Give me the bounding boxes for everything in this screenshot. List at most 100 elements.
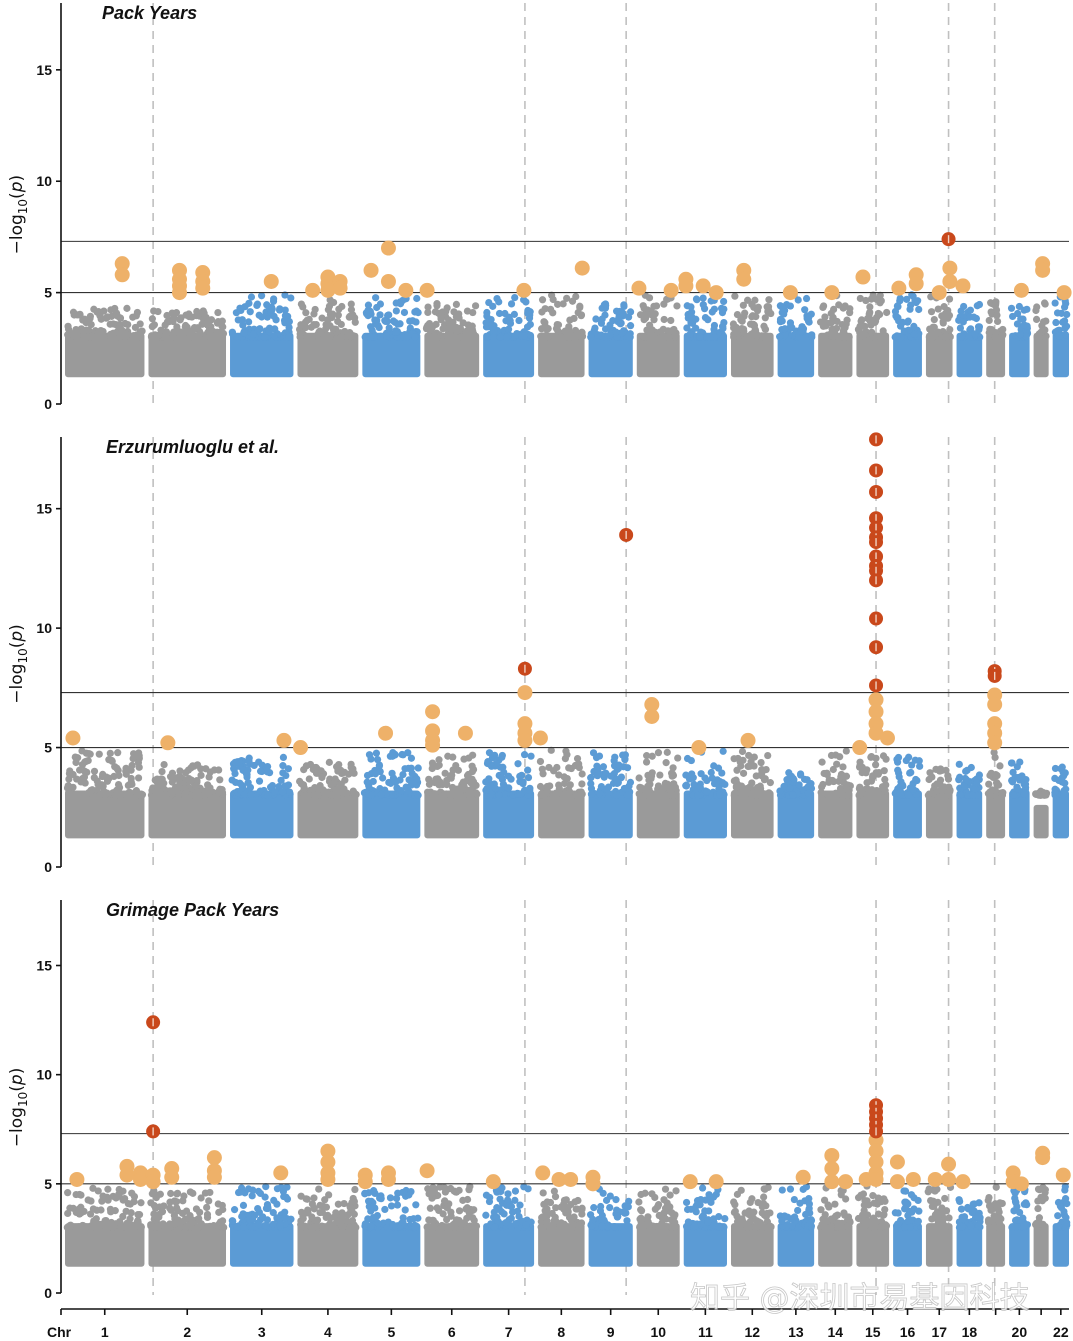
snp-point bbox=[569, 333, 577, 341]
snp-point bbox=[906, 1223, 914, 1231]
snp-point bbox=[381, 1205, 389, 1214]
snp-point bbox=[245, 757, 253, 765]
snp-point bbox=[864, 791, 872, 799]
snp-point bbox=[539, 332, 548, 340]
snp-point bbox=[450, 1223, 458, 1231]
snp-point bbox=[641, 1221, 649, 1229]
snp-point bbox=[817, 1206, 825, 1214]
snp-point bbox=[122, 1223, 130, 1231]
suggestive-hit-point bbox=[164, 1169, 180, 1185]
suggestive-hit-point bbox=[868, 1143, 884, 1159]
snp-point bbox=[708, 308, 716, 316]
snp-point bbox=[647, 333, 656, 341]
chr-19-snp-block bbox=[986, 332, 1006, 378]
snp-point bbox=[615, 314, 623, 322]
snp-point bbox=[891, 307, 900, 316]
snp-point bbox=[83, 790, 91, 798]
chr-16-snp-block bbox=[893, 790, 922, 839]
snp-point bbox=[945, 295, 954, 303]
snp-point bbox=[778, 1186, 786, 1194]
snp-point bbox=[587, 790, 596, 798]
snp-point bbox=[244, 1185, 253, 1193]
snp-point bbox=[600, 1216, 608, 1224]
snp-point bbox=[302, 762, 310, 770]
snp-point bbox=[490, 1223, 498, 1232]
snp-point bbox=[619, 763, 628, 771]
chr-6-snp-block bbox=[424, 790, 480, 839]
snp-point bbox=[270, 312, 278, 320]
x-tick-label: 15 bbox=[865, 1324, 881, 1340]
snp-point bbox=[399, 751, 407, 759]
snp-point bbox=[1012, 1199, 1020, 1207]
snp-point bbox=[205, 789, 213, 797]
chr-21-snp-block bbox=[1033, 1223, 1049, 1267]
snp-point bbox=[666, 791, 674, 799]
snp-point bbox=[597, 319, 606, 327]
snp-point bbox=[641, 314, 650, 322]
chr-7-snp-block bbox=[483, 332, 535, 378]
snp-point bbox=[960, 302, 968, 311]
snp-point bbox=[648, 752, 656, 760]
suggestive-hit-point bbox=[1055, 1167, 1071, 1183]
snp-point bbox=[687, 756, 695, 765]
snp-point bbox=[597, 332, 605, 340]
snp-point bbox=[797, 328, 805, 336]
snp-point bbox=[1051, 299, 1059, 307]
snp-point bbox=[541, 319, 549, 327]
snp-point bbox=[957, 333, 966, 341]
snp-point bbox=[991, 333, 999, 341]
snp-point bbox=[251, 1211, 259, 1219]
snp-point bbox=[347, 760, 355, 768]
snp-point bbox=[1063, 1200, 1071, 1208]
snp-point bbox=[154, 307, 162, 316]
snp-point bbox=[841, 1211, 849, 1219]
snp-point bbox=[507, 1214, 515, 1222]
snp-point bbox=[858, 768, 866, 777]
snp-point bbox=[687, 303, 695, 311]
snp-point bbox=[242, 769, 250, 777]
snp-point bbox=[400, 1189, 408, 1197]
snp-point bbox=[576, 303, 584, 312]
snp-point bbox=[239, 321, 247, 329]
snp-point bbox=[721, 1214, 729, 1223]
snp-point bbox=[542, 1213, 550, 1221]
suggestive-hit-point bbox=[320, 282, 336, 298]
suggestive-hit-point bbox=[114, 267, 130, 283]
snp-point bbox=[281, 306, 289, 314]
snp-point bbox=[999, 325, 1007, 334]
snp-point bbox=[938, 787, 946, 795]
snp-point bbox=[623, 791, 632, 799]
chr-5-snp-block bbox=[362, 790, 421, 839]
snp-point bbox=[135, 752, 143, 760]
snp-point bbox=[612, 328, 620, 336]
snp-point bbox=[869, 1191, 877, 1200]
snp-point bbox=[175, 329, 183, 337]
snp-point bbox=[874, 770, 882, 778]
snp-point bbox=[956, 324, 965, 332]
snp-point bbox=[172, 1198, 181, 1206]
snp-point bbox=[836, 753, 844, 761]
snp-point bbox=[878, 1222, 886, 1230]
snp-point bbox=[880, 767, 888, 775]
snp-point bbox=[407, 754, 416, 762]
snp-point bbox=[761, 314, 769, 322]
snp-point bbox=[447, 1184, 455, 1193]
snp-point bbox=[261, 1193, 269, 1201]
chr-17-snp-block bbox=[925, 1223, 953, 1267]
snp-point bbox=[1061, 779, 1069, 787]
snp-point bbox=[504, 772, 513, 780]
snp-point bbox=[282, 771, 290, 780]
snp-point bbox=[719, 333, 728, 341]
snp-point bbox=[411, 1223, 419, 1232]
snp-point bbox=[95, 750, 103, 758]
snp-point bbox=[72, 333, 80, 341]
snp-point bbox=[1041, 1188, 1049, 1197]
snp-point bbox=[971, 330, 979, 338]
snp-point bbox=[614, 779, 622, 787]
snp-point bbox=[970, 313, 978, 321]
snp-point bbox=[310, 1194, 318, 1202]
snp-point bbox=[495, 298, 503, 306]
snp-point bbox=[640, 333, 648, 341]
snp-point bbox=[397, 787, 405, 795]
chr-18-snp-block bbox=[956, 1223, 983, 1267]
